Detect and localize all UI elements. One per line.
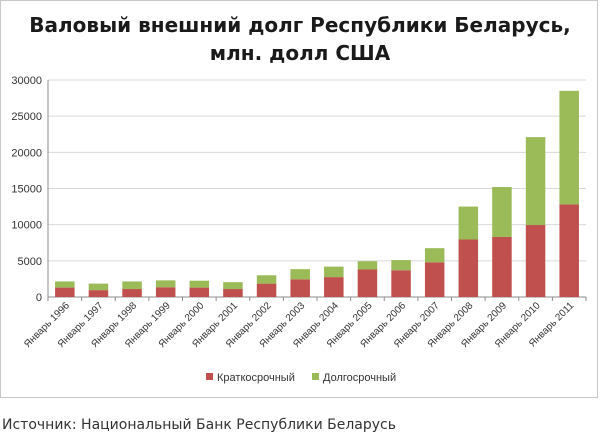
bar-short-term (391, 270, 411, 297)
bar-short-term (492, 236, 512, 297)
bar-short-term (223, 289, 243, 297)
bar-short-term (256, 283, 277, 297)
bar-long-term (492, 187, 512, 237)
bar-long-term (290, 269, 310, 280)
legend-label: Долгосрочный (323, 372, 396, 384)
bar-short-term (357, 269, 378, 297)
y-tick-label: 0 (36, 292, 42, 304)
bar-short-term (458, 239, 479, 297)
bar-long-term (256, 275, 277, 284)
y-tick-label: 10000 (11, 220, 42, 232)
bar-short-term (424, 262, 445, 297)
legend-swatch (312, 373, 319, 380)
bar-long-term (525, 137, 546, 226)
bar-short-term (122, 289, 142, 297)
bar-long-term (122, 281, 142, 290)
bar-long-term (223, 282, 243, 290)
bar-long-term (458, 206, 479, 240)
bar-long-term (559, 90, 579, 205)
y-tick-label: 5000 (18, 256, 42, 268)
bar-long-term (391, 260, 411, 271)
bar-long-term (424, 248, 445, 263)
legend-label: Краткосрочный (217, 372, 295, 384)
bar-short-term (155, 287, 176, 297)
bar-long-term (88, 283, 109, 291)
bar-short-term (290, 279, 310, 297)
bar-short-term (189, 287, 210, 297)
bar-short-term (88, 290, 109, 297)
source-caption: Источник: Национальный Банк Республики Б… (2, 417, 397, 433)
y-tick-label: 15000 (11, 184, 42, 196)
chart-frame: Валовый внешний долг Республики Беларусь… (0, 0, 598, 398)
y-tick-label: 25000 (11, 111, 42, 123)
bar-long-term (55, 281, 75, 288)
bar-short-term (525, 225, 546, 297)
bar-short-term (559, 204, 579, 297)
bar-short-term (324, 277, 344, 297)
bar-short-term (55, 287, 75, 297)
chart-title-line-1: Валовый внешний долг Республики Беларусь… (29, 13, 571, 37)
legend-swatch (206, 373, 213, 380)
bar-long-term (189, 280, 210, 288)
y-tick-label: 20000 (11, 147, 42, 159)
bar-long-term (155, 280, 176, 288)
bar-long-term (357, 261, 378, 270)
bar-long-term (324, 266, 344, 278)
y-tick-label: 30000 (11, 75, 42, 87)
chart-title-line-2: млн. долл США (209, 41, 391, 65)
